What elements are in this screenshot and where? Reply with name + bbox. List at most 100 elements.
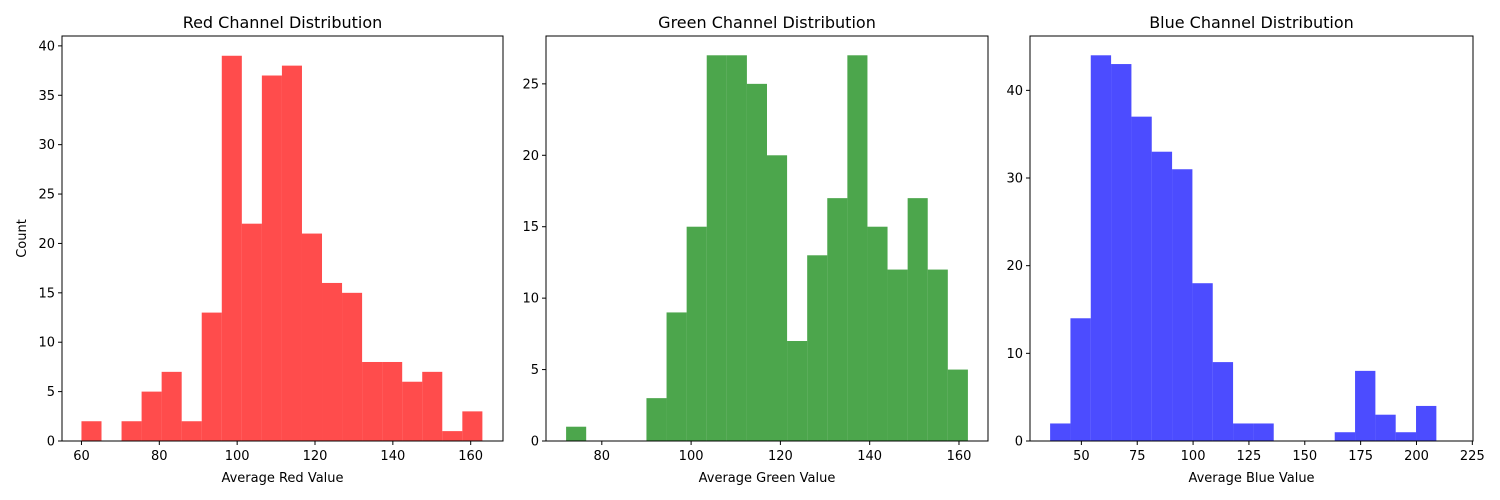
green-histogram-bar [566, 426, 587, 441]
blue-plot-frame [1029, 35, 1474, 442]
blue-y-tick-label: 30 [1006, 172, 1023, 187]
red-histogram-bar [382, 361, 403, 441]
red-y-tick-label: 0 [47, 435, 55, 450]
green-histogram-bar [907, 198, 928, 441]
red-y-tick-label: 15 [38, 286, 55, 301]
red-x-tick-label: 80 [151, 449, 168, 464]
red-histogram-bar [221, 55, 242, 441]
red-plot-frame [61, 35, 504, 442]
blue-x-tick-label: 150 [1292, 449, 1317, 464]
blue-histogram-bar [1172, 169, 1193, 441]
red-y-tick-label: 25 [38, 188, 55, 203]
blue-histogram-bar [1416, 405, 1437, 441]
blue-x-tick-label: 200 [1404, 449, 1429, 464]
green-plot-frame [545, 35, 989, 442]
green-x-tick-label: 100 [679, 449, 704, 464]
blue-x-tick-label: 225 [1460, 449, 1485, 464]
green-histogram-bar [726, 55, 747, 441]
green-histogram-bar [867, 226, 888, 441]
blue-histogram-bar [1212, 362, 1234, 441]
red-histogram-bar [201, 312, 222, 441]
green-y-tick-label: 15 [522, 220, 539, 235]
red-bars [81, 55, 483, 441]
green-bars [566, 55, 968, 442]
green-histogram-bar [827, 198, 848, 441]
green-histogram-bar [887, 269, 908, 441]
red-histogram-bar [402, 381, 423, 441]
blue-chart-title: Blue Channel Distribution [1149, 13, 1354, 32]
green-x-tick-label: 80 [594, 449, 611, 464]
green-y-tick-label: 10 [522, 292, 539, 307]
blue-histogram-bar [1192, 283, 1213, 441]
blue-y-tick-label: 10 [1006, 347, 1023, 362]
red-histogram-bar [301, 233, 323, 441]
red-histogram-bar [81, 421, 102, 441]
blue-histogram-bar [1233, 423, 1254, 441]
green-x-tick-label: 140 [857, 449, 882, 464]
green-histogram-bar [847, 55, 868, 441]
blue-bars [1050, 55, 1437, 442]
blue-histogram-bar [1334, 432, 1356, 441]
green-histogram-bar [646, 398, 667, 441]
red-histogram-bar [342, 292, 363, 441]
green-y-ticks: 0 5 10 15 20 25 [522, 77, 546, 450]
green-histogram-bar [706, 55, 727, 441]
red-histogram-bar [241, 223, 262, 441]
red-y-ticks: 0 5 10 15 20 25 30 35 40 [38, 39, 62, 450]
blue-histogram-bar [1253, 423, 1274, 441]
red-x-tick-label: 160 [458, 449, 483, 464]
blue-histogram-bar [1131, 116, 1152, 442]
blue-x-axis-label: Average Blue Value [1188, 471, 1314, 486]
blue-x-ticks: 50 75 100 125 150 175 200 225 [1073, 441, 1485, 464]
red-histogram-bar [362, 361, 383, 441]
blue-histogram-bar [1375, 414, 1396, 441]
red-y-tick-label: 30 [38, 138, 55, 153]
green-x-tick-label: 120 [768, 449, 793, 464]
red-histogram-bar [161, 371, 182, 441]
blue-y-tick-label: 0 [1015, 435, 1023, 450]
green-x-ticks: 80 100 120 140 160 [594, 441, 971, 464]
red-x-tick-label: 100 [225, 449, 250, 464]
green-y-tick-label: 5 [531, 363, 539, 378]
red-channel-panel: Red Channel Distribution 60 80 100 120 140 16… [15, 13, 504, 486]
green-histogram-bar [767, 155, 788, 442]
green-y-tick-label: 0 [531, 435, 539, 450]
green-x-axis-label: Average Green Value [699, 471, 836, 486]
green-histogram-bar [787, 341, 808, 441]
red-chart-title: Red Channel Distribution [183, 13, 383, 32]
blue-histogram-bar [1355, 370, 1376, 441]
red-x-axis-label: Average Red Value [221, 471, 343, 486]
red-histogram-bar [422, 371, 443, 441]
blue-x-tick-label: 175 [1348, 449, 1373, 464]
blue-y-tick-label: 40 [1006, 84, 1023, 99]
red-histogram-bar [121, 421, 142, 441]
blue-x-tick-label: 100 [1181, 449, 1206, 464]
red-x-tick-label: 60 [73, 449, 90, 464]
blue-x-tick-label: 50 [1073, 449, 1090, 464]
blue-histogram-bar [1151, 151, 1173, 441]
red-x-tick-label: 120 [303, 449, 328, 464]
red-x-ticks: 60 80 100 120 140 160 [73, 441, 483, 464]
green-chart-title: Green Channel Distribution [658, 13, 876, 32]
blue-histogram-bar [1111, 64, 1132, 442]
green-y-tick-label: 25 [522, 77, 539, 92]
blue-y-tick-label: 20 [1006, 259, 1023, 274]
red-histogram-bar [462, 411, 483, 441]
blue-y-ticks: 0 10 20 30 40 [1006, 84, 1030, 450]
green-histogram-bar [666, 312, 687, 441]
blue-x-tick-label: 125 [1237, 449, 1262, 464]
green-histogram-bar [927, 269, 948, 441]
green-histogram-bar [746, 83, 767, 442]
red-histogram-bar [181, 421, 202, 441]
blue-histogram-bar [1050, 423, 1071, 441]
red-y-tick-label: 40 [38, 39, 55, 54]
red-y-tick-label: 35 [38, 89, 55, 104]
red-y-tick-label: 5 [47, 385, 55, 400]
green-histogram-bar [686, 226, 707, 441]
red-y-tick-label: 10 [38, 336, 55, 351]
green-channel-panel: Green Channel Distribution 80 100 120 140 16… [522, 13, 989, 486]
blue-histogram-bar [1070, 318, 1091, 441]
red-histogram-bar [261, 75, 282, 441]
blue-histogram-bar [1395, 432, 1417, 441]
